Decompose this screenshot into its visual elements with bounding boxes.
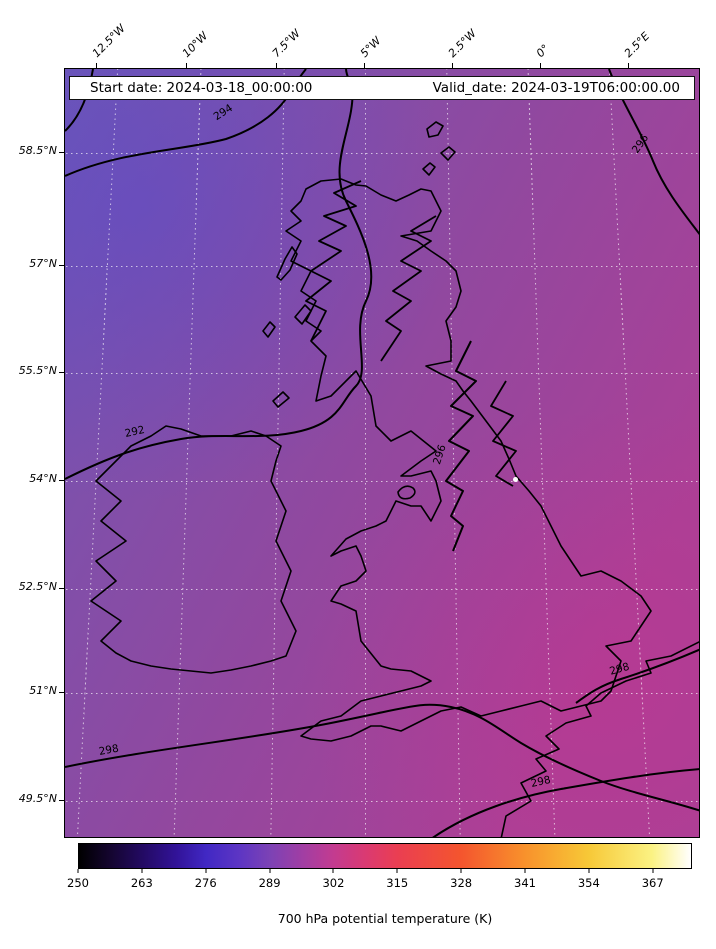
lat-tick-label: 52.5°N [18,580,57,593]
colorbar-tick-label: 341 [514,876,536,890]
lon-tick-label: 7.5°W [269,26,303,60]
lon-tick-mark [364,63,365,68]
contour-292 [65,69,373,480]
lon-tick-label: 2.5°W [445,26,479,60]
coastline-hebrides [276,246,298,281]
lon-tick-mark [96,63,97,68]
contours-group [65,69,699,837]
colorbar-tick-label: 302 [322,876,345,890]
contour-298-south [432,768,699,837]
lon-tick-mark [186,63,187,68]
lat-tick-mark [59,480,64,481]
colorbar-tick-label: 367 [641,876,664,890]
coastline-isle-of-man [397,485,416,500]
lat-tick-label: 49.5°N [18,792,57,805]
coastlines-group [90,121,699,837]
lon-tick-mark [452,63,453,68]
coastline-contour-svg [65,69,699,837]
coastline-hebrides [272,391,290,408]
colorbar-tick-mark [77,869,79,873]
coastline-northern-isles [422,162,436,176]
colorbar-tick-mark [460,869,462,873]
coastline-northern-isles [440,146,456,161]
marker-dot [513,477,518,482]
contour-highlands-zigzag [380,215,437,362]
lat-tick-mark [59,265,64,266]
lat-tick-label: 58.5°N [18,144,57,157]
coastline-great-britain [285,178,652,742]
contour-296-mid [445,340,477,552]
colorbar-tick-mark [396,869,398,873]
lat-tick-mark [59,692,64,693]
colorbar-tick-mark [588,869,590,873]
lon-tick-mark [628,63,629,68]
lon-tick-label: 12.5°W [89,21,128,60]
lat-tick-label: 57°N [29,257,57,270]
field-fill [65,69,699,837]
colorbar-tick-label: 289 [258,876,281,890]
contour-298-east [575,648,699,704]
colorbar-tick-mark [269,869,271,873]
lon-tick-label: 5°W [357,34,384,60]
contour-296-mid [490,380,517,487]
colorbar-tick-label: 354 [577,876,600,890]
colorbar-tick-mark [205,869,207,873]
lat-tick-mark [59,372,64,373]
contour-298-southwest [65,703,699,812]
lon-tick-label: 0° [533,41,552,60]
lat-tick-label: 54°N [29,472,57,485]
lat-tick-label: 51°N [29,684,57,697]
colorbar-tick-label: 276 [194,876,217,890]
coastline-continent [500,641,699,837]
colorbar-tick-label: 315 [386,876,409,890]
valid-date-text: Valid_date: 2024-03-19T06:00:00.00 [432,80,680,96]
start-date-text: Start date: 2024-03-18_00:00:00 [90,80,313,96]
colorbar-tick-label: 328 [450,876,473,890]
colorbar-tick-mark [332,869,334,873]
lat-tick-mark [59,588,64,589]
colorbar: 250 263 276 289 302 315 328 341 354 367 … [67,843,692,943]
date-strip: Start date: 2024-03-18_00:00:00 Valid_da… [69,76,695,100]
colorbar-tick-mark [652,869,654,873]
colorbar-tick-mark [141,869,143,873]
coastline-hebrides [262,321,276,338]
lon-tick-label: 10°W [179,29,211,60]
colorbar-caption: 700 hPa potential temperature (K) [277,911,493,926]
lat-tick-mark [59,800,64,801]
coastline-hebrides [294,304,312,325]
colorbar-tick-label: 250 [67,876,89,890]
map-canvas: 294 292 296 296 298 298 298 Start date: … [64,68,700,838]
lon-tick-mark [540,63,541,68]
coastline-northern-isles [426,121,444,138]
lon-tick-mark [276,63,277,68]
lat-tick-mark [59,152,64,153]
colorbar-tick-label: 263 [130,876,153,890]
contour-highlands-zigzag [305,180,362,342]
lon-tick-label: 2.5°E [621,29,653,60]
colorbar-gradient [78,843,692,869]
colorbar-tick-mark [524,869,526,873]
coastline-ireland [90,425,297,674]
lat-tick-label: 55.5°N [18,364,57,377]
